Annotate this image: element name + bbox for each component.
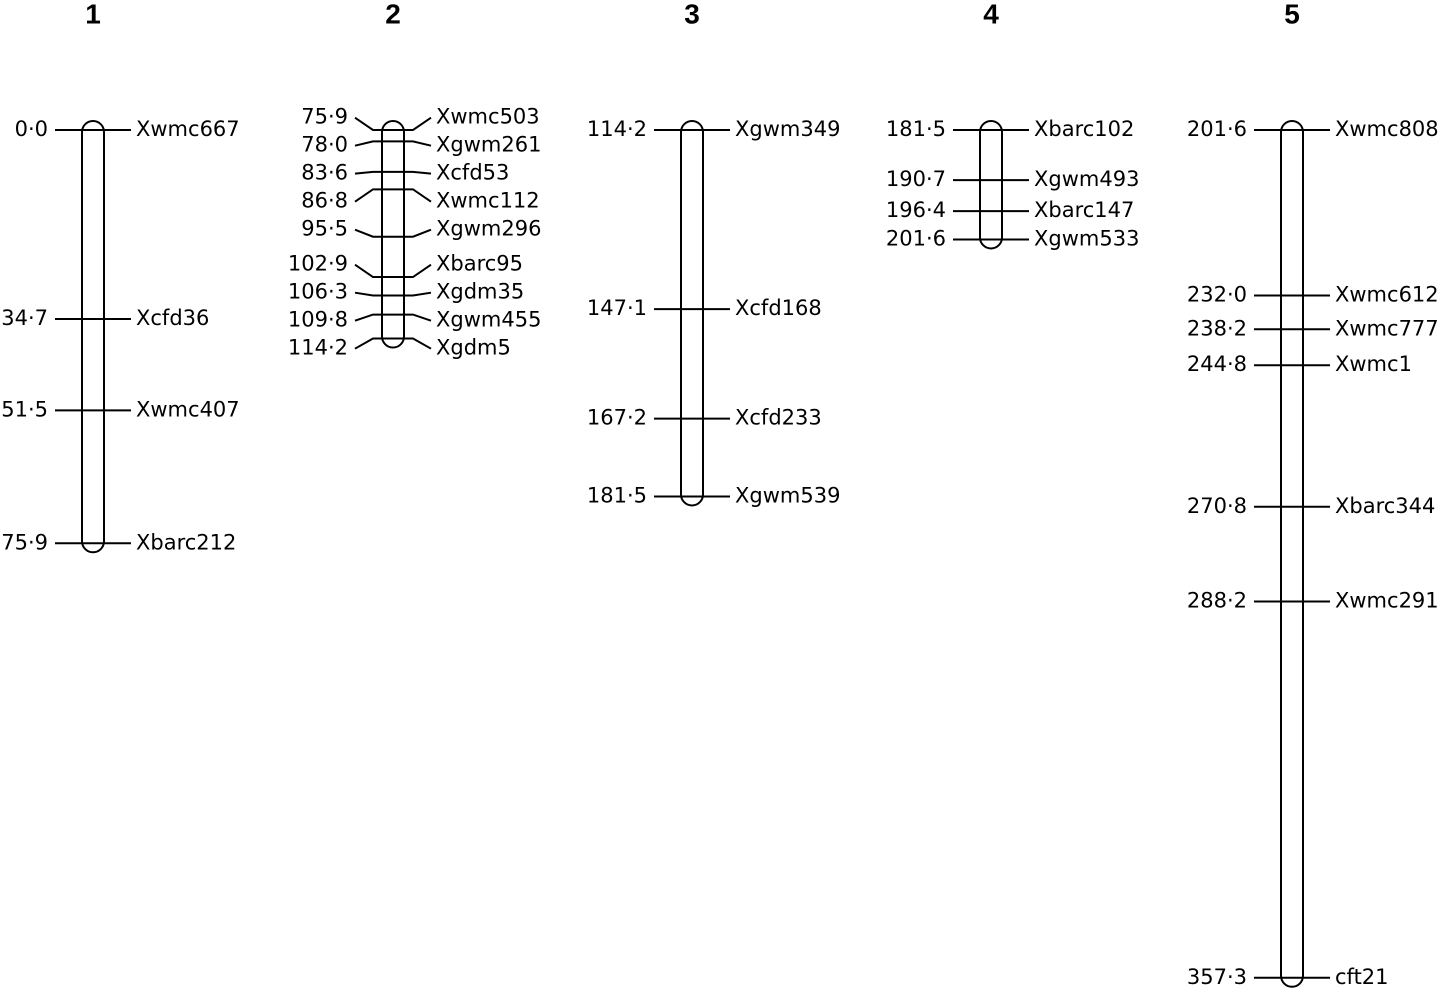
marker-position: 83·6 [301,161,348,185]
marker-name: Xgwm349 [735,117,840,141]
marker-name: Xwmc1 [1335,352,1412,376]
marker-position: 232·0 [1187,283,1247,307]
marker-position: 270·8 [1187,494,1247,518]
marker-line [354,313,432,322]
marker-name: Xwmc503 [436,105,540,129]
chromosome [680,120,704,507]
marker-name: Xgdm5 [436,336,511,360]
marker-position: 114·2 [288,336,348,360]
marker-line [354,263,432,279]
marker-name: Xgwm455 [436,308,541,332]
marker-position: 78·0 [301,133,348,157]
marker-name: Xwmc808 [1335,117,1439,141]
marker-line [354,188,432,203]
marker-position: 114·2 [587,117,647,141]
marker-position: 167·2 [587,406,647,430]
chromosome [381,120,405,349]
marker-name: Xwmc667 [136,117,240,141]
marker-name: Xgwm539 [735,483,840,507]
marker-name: Xcfd233 [735,406,822,430]
chromosome [81,120,105,554]
marker-name: Xwmc612 [1335,283,1439,307]
marker-name: Xcfd53 [436,161,509,185]
marker-name: Xwmc112 [436,189,540,213]
marker-name: Xwmc407 [136,397,240,421]
marker-name: Xwmc777 [1335,316,1439,340]
marker-position: 0·0 [15,117,48,141]
marker-position: 102·9 [288,252,348,276]
marker-line [354,140,432,147]
marker-line [354,228,432,238]
group-title: 2 [385,0,401,29]
marker-position: 181·5 [587,483,647,507]
marker-line [354,170,432,175]
marker-name: Xwmc291 [1335,589,1439,613]
marker-position: 75·9 [301,105,348,129]
marker-position: 201·6 [886,226,946,250]
marker-position: 357·3 [1187,965,1247,989]
marker-name: Xbarc344 [1335,494,1435,518]
marker-position: 181·5 [886,117,946,141]
marker-position: 106·3 [288,280,348,304]
marker-name: Xgwm261 [436,133,541,157]
chromosome [1280,120,1304,988]
marker-line [354,291,432,297]
marker-name: cft21 [1335,965,1389,989]
marker-position: 75·9 [1,530,48,554]
marker-name: Xbarc95 [436,252,523,276]
group-title: 3 [684,0,700,29]
marker-position: 288·2 [1187,589,1247,613]
marker-position: 34·7 [1,306,48,330]
marker-name: Xgwm296 [436,217,541,241]
marker-name: Xbarc102 [1034,117,1134,141]
marker-name: Xgwm533 [1034,226,1139,250]
group-title: 5 [1284,0,1300,29]
group-title: 1 [85,0,101,29]
marker-position: 86·8 [301,189,348,213]
marker-position: 196·4 [886,198,946,222]
marker-name: Xgwm493 [1034,167,1139,191]
marker-position: 51·5 [1,397,48,421]
marker-position: 147·1 [587,296,647,320]
marker-position: 95·5 [301,217,348,241]
marker-position: 238·2 [1187,316,1247,340]
marker-position: 201·6 [1187,117,1247,141]
marker-position: 244·8 [1187,352,1247,376]
marker-name: Xbarc147 [1034,198,1134,222]
marker-name: Xcfd36 [136,306,209,330]
chromosome [979,120,1003,250]
marker-name: Xbarc212 [136,530,236,554]
marker-name: Xcfd168 [735,296,822,320]
marker-position: 109·8 [288,308,348,332]
marker-name: Xgdm35 [436,280,524,304]
marker-position: 190·7 [886,167,946,191]
group-title: 4 [983,0,999,29]
marker-line [354,116,432,131]
marker-line [354,337,432,350]
